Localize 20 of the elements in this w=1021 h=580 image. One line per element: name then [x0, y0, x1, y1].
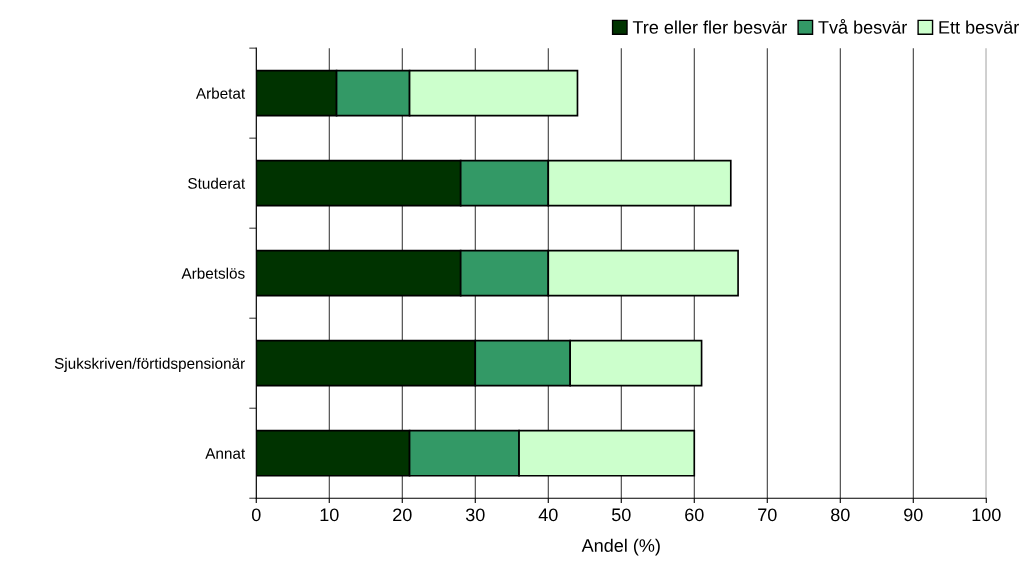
y-tick-label: Studerat	[188, 177, 246, 189]
y-tick-label: Sjukskriven/förtidspensionär	[54, 357, 245, 372]
x-tick-label: 40	[538, 508, 558, 522]
x-tick-label: 50	[611, 508, 631, 522]
y-tick-label: Arbetat	[195, 87, 246, 99]
x-tick-label: 30	[465, 508, 485, 522]
legend-label: Två besvär	[818, 19, 907, 34]
x-tick-label: 70	[758, 508, 777, 522]
x-tick-label: 20	[393, 508, 412, 522]
x-tick-label: 80	[831, 508, 850, 522]
x-tick-label: 100	[972, 508, 1001, 522]
y-tick-label: Annat	[205, 448, 246, 459]
legend-label: Tre eller fler besvär	[632, 20, 787, 34]
legend-label: Ett besvär	[939, 20, 1019, 34]
x-axis-title: Andel (%)	[581, 538, 660, 556]
x-tick-label: 10	[320, 508, 339, 522]
x-tick-label: 60	[685, 508, 704, 522]
y-tick-label: Arbetslös	[181, 267, 245, 279]
x-tick-label: 90	[904, 508, 923, 522]
x-tick-label: 0	[251, 508, 261, 522]
